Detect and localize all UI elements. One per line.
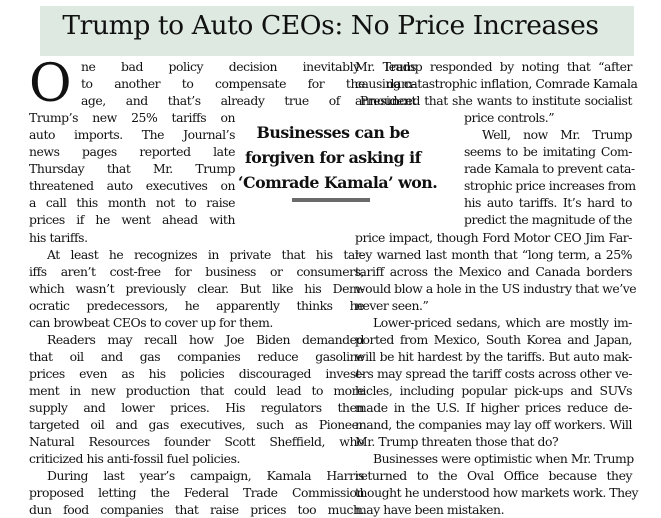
text-line: to another to compensate for the dam- (81, 76, 416, 92)
text-line: which wasn’t previously clear. But like … (29, 280, 364, 296)
text-line: Thursday that Mr. Trump (29, 161, 235, 177)
text-line: his auto tariffs. It’s hard to (464, 195, 632, 211)
pull-quote-rule (292, 198, 370, 202)
text-line: a call this month not to raise (29, 195, 235, 211)
text-line: dun food companies that raise prices too… (29, 502, 364, 518)
text-line: Trump’s new 25% tariffs on (29, 110, 235, 126)
text-line: Natural Resources founder Scott Sheffiel… (29, 434, 364, 450)
text-line: targeted oil and gas executives, such as… (29, 417, 364, 433)
text-line: ocratic predecessors, he apparently thin… (29, 297, 364, 313)
text-line: During last year’s campaign, Kamala Harr… (47, 468, 364, 484)
text-line: prices if he went ahead with (29, 212, 235, 228)
text-line: ment in new production that could lead t… (29, 382, 364, 398)
headline: Trump to Auto CEOs: No Price Increases (62, 10, 599, 41)
text-line: never seen.” (355, 297, 429, 313)
text-line: Mr. Trump threaten those that do? (355, 434, 559, 450)
text-line: returned to the Oval Office because they (355, 468, 632, 484)
text-line: predict the magnitude of the (464, 212, 633, 228)
text-line: At least he recognizes in private that h… (47, 246, 364, 262)
drop-cap: O (29, 54, 72, 114)
text-line: that oil and gas companies reduce gasoli… (29, 348, 364, 364)
text-line: announced that she wants to institute so… (355, 93, 632, 109)
text-line: proposed letting the Federal Trade Commi… (29, 485, 364, 501)
text-line: price controls.” (464, 110, 555, 126)
text-line: Readers may recall how Joe Biden demande… (47, 331, 364, 347)
text-line: threatened auto executives on (29, 178, 235, 194)
text-line: causing catastrophic inflation, Comrade … (355, 76, 638, 92)
text-line: will be hit hardest by the tariffs. But … (355, 348, 632, 364)
text-line: thought he understood how markets work. … (355, 485, 639, 501)
text-line: his tariffs. (29, 229, 88, 245)
text-line: strophic price increases from (464, 178, 636, 194)
text-line: hicles, including popular pick-ups and S… (355, 382, 632, 398)
text-line: rade Kamala to prevent cata- (464, 161, 635, 177)
headline-banner (40, 6, 634, 56)
text-line: supply and lower prices. His regulators … (29, 400, 364, 415)
text-line: made in the U.S. If higher prices reduce… (355, 400, 632, 415)
text-line: mand, the companies may lay off workers.… (355, 417, 632, 433)
text-line: seems to be imitating Com- (464, 144, 632, 160)
text-line: would blow a hole in the US industry tha… (355, 280, 637, 296)
text-line: ley warned last month that “long term, a… (355, 246, 632, 262)
text-line: news pages reported late (29, 144, 235, 160)
text-line: prices even as his policies discouraged … (29, 365, 364, 381)
pull-quote-line: forgiven for asking if (245, 148, 421, 167)
text-line: ported from Mexico, South Korea and Japa… (355, 331, 632, 347)
text-line: tariff across the Mexico and Canada bord… (355, 263, 632, 279)
pull-quote-line: Businesses can be (256, 123, 410, 142)
text-line: Businesses were optimistic when Mr. Trum… (373, 451, 634, 467)
text-line: iffs aren’t cost-free for business or co… (29, 263, 364, 279)
text-line: age, and that’s already true of Presiden… (81, 93, 416, 109)
text-line: ne bad policy decision inevitably leads (81, 59, 416, 74)
pull-quote-line: ‘Comrade Kamala’ won. (238, 173, 438, 192)
text-line: Well, now Mr. Trump (482, 127, 632, 143)
text-line: Mr. Trump responded by noting that “afte… (355, 59, 632, 74)
text-line: may have been mistaken. (355, 502, 505, 518)
text-line: criticized his anti-fossil fuel policies… (29, 451, 240, 467)
text-line: ers may spread the tariff costs across o… (355, 365, 632, 381)
text-line: can browbeat CEOs to cover up for them. (29, 314, 273, 330)
text-line: price impact, though Ford Motor CEO Jim … (355, 229, 632, 245)
text-line: Lower-priced sedans, which are mostly im… (373, 314, 632, 330)
text-line: auto imports. The Journal’s (29, 127, 235, 143)
